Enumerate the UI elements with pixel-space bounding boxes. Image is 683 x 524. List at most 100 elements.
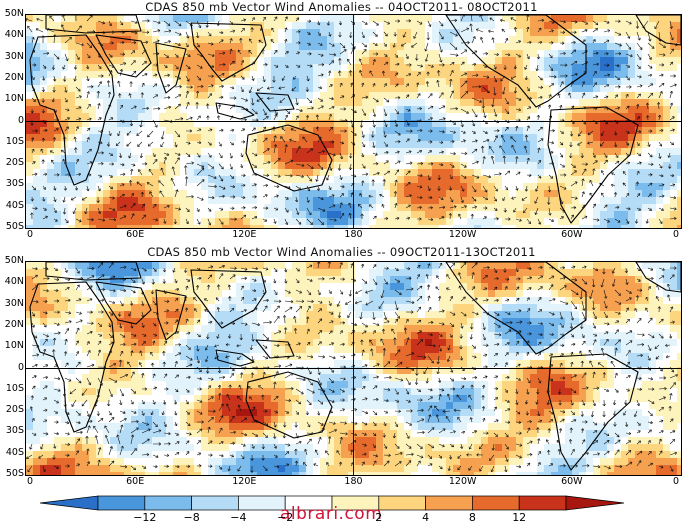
anomaly-cell: [376, 15, 384, 23]
anomaly-cell: [299, 155, 307, 163]
anomaly-cell: [152, 36, 160, 44]
anomaly-cell: [432, 36, 440, 44]
anomaly-cell: [544, 71, 552, 79]
anomaly-cell: [397, 71, 405, 79]
anomaly-cell: [348, 155, 356, 163]
anomaly-cell: [208, 50, 216, 58]
anomaly-cell: [509, 225, 517, 228]
anomaly-cell: [299, 57, 307, 65]
anomaly-cell: [54, 141, 62, 149]
anomaly-cell: [600, 113, 608, 121]
anomaly-cell: [656, 162, 664, 170]
anomaly-cell: [124, 22, 132, 30]
anomaly-cell: [159, 106, 167, 114]
anomaly-cell: [656, 225, 664, 228]
anomaly-cell: [383, 162, 391, 170]
anomaly-cell: [299, 197, 307, 205]
anomaly-cell: [607, 141, 615, 149]
anomaly-cell: [68, 92, 76, 100]
anomaly-cell: [124, 169, 132, 177]
anomaly-cell: [544, 78, 552, 86]
anomaly-cell: [376, 211, 384, 219]
anomaly-cell: [677, 141, 681, 149]
anomaly-cell: [138, 64, 146, 72]
anomaly-cell: [628, 64, 636, 72]
anomaly-cell: [579, 99, 587, 107]
anomaly-cell: [439, 78, 447, 86]
anomaly-cell: [467, 64, 475, 72]
anomaly-cell: [677, 169, 681, 177]
anomaly-cell: [600, 162, 608, 170]
anomaly-cell: [593, 64, 601, 72]
anomaly-cell: [642, 169, 650, 177]
anomaly-cell: [222, 134, 230, 142]
anomaly-cell: [474, 134, 482, 142]
anomaly-cell: [439, 29, 447, 37]
anomaly-cell: [362, 127, 370, 135]
anomaly-cell: [635, 169, 643, 177]
anomaly-cell: [145, 113, 153, 121]
anomaly-cell: [26, 211, 34, 219]
anomaly-cell: [593, 29, 601, 37]
anomaly-cell: [572, 113, 580, 121]
anomaly-cell: [250, 225, 258, 228]
anomaly-cell: [670, 134, 678, 142]
anomaly-cell: [530, 99, 538, 107]
anomaly-cell: [446, 141, 454, 149]
anomaly-cell: [509, 127, 517, 135]
anomaly-cell: [453, 64, 461, 72]
anomaly-cell: [75, 99, 83, 107]
anomaly-cell: [453, 106, 461, 114]
anomaly-cell: [607, 190, 615, 198]
anomaly-cell: [418, 71, 426, 79]
anomaly-cell: [551, 36, 559, 44]
anomaly-cell: [82, 36, 90, 44]
anomaly-cell: [572, 225, 580, 228]
anomaly-cell: [26, 113, 34, 121]
anomaly-cell: [348, 99, 356, 107]
anomaly-cell: [656, 176, 664, 184]
anomaly-cell: [460, 218, 468, 226]
anomaly-cell: [89, 225, 97, 228]
anomaly-cell: [292, 85, 300, 93]
anomaly-cell: [117, 127, 125, 135]
anomaly-cell: [418, 113, 426, 121]
anomaly-cell: [327, 148, 335, 156]
anomaly-cell: [544, 36, 552, 44]
anomaly-cell: [593, 78, 601, 86]
anomaly-cell: [271, 211, 279, 219]
anomaly-cell: [131, 155, 139, 163]
anomaly-cell: [159, 127, 167, 135]
anomaly-cell: [614, 71, 622, 79]
anomaly-cell: [369, 64, 377, 72]
anomaly-cell: [635, 78, 643, 86]
anomaly-cell: [222, 155, 230, 163]
anomaly-cell: [145, 148, 153, 156]
anomaly-cell: [460, 15, 468, 23]
anomaly-cell: [187, 169, 195, 177]
anomaly-cell: [411, 22, 419, 30]
anomaly-cell: [453, 71, 461, 79]
anomaly-cell: [152, 29, 160, 37]
anomaly-cell: [586, 134, 594, 142]
anomaly-cell: [677, 92, 681, 100]
anomaly-cell: [180, 148, 188, 156]
anomaly-cell: [40, 43, 48, 51]
anomaly-cell: [82, 155, 90, 163]
anomaly-cell: [432, 106, 440, 114]
anomaly-cell: [411, 50, 419, 58]
anomaly-cell: [621, 78, 629, 86]
anomaly-cell: [159, 57, 167, 65]
anomaly-cell: [264, 211, 272, 219]
anomaly-cell: [47, 176, 55, 184]
anomaly-cell: [96, 169, 104, 177]
anomaly-cell: [642, 141, 650, 149]
anomaly-cell: [670, 162, 678, 170]
anomaly-cell: [201, 92, 209, 100]
anomaly-cell: [411, 225, 419, 228]
anomaly-cell: [418, 211, 426, 219]
anomaly-cell: [453, 218, 461, 226]
anomaly-cell: [642, 134, 650, 142]
anomaly-cell: [453, 134, 461, 142]
anomaly-cell: [341, 141, 349, 149]
